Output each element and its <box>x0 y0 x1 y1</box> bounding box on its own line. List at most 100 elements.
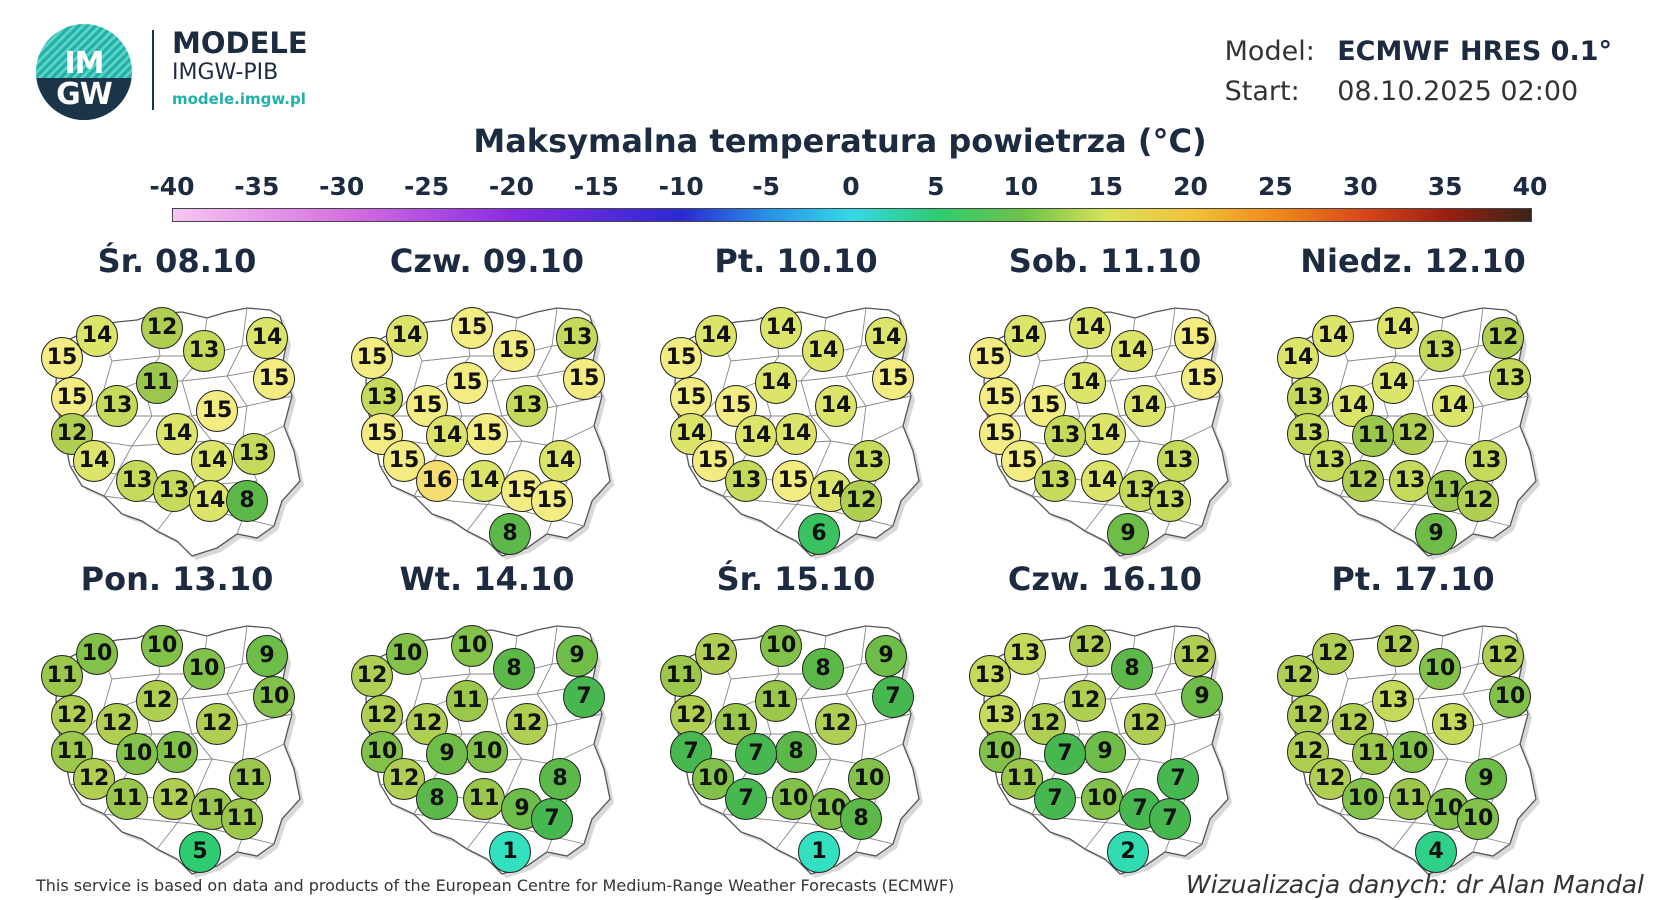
model-info: Model: ECMWF HRES 0.1° Start: 08.10.2025… <box>1225 32 1612 112</box>
day-panel: Śr. 15.10 11 12 10 9 8 7 11 12 11 7 12 8 10 7 7 10 10 10 8 1 <box>660 560 931 878</box>
temperature-bubble: 14 <box>865 317 907 359</box>
temperature-bubble: 9 <box>865 635 907 677</box>
region-border <box>682 743 904 765</box>
temperature-bubble: 13 <box>361 377 403 419</box>
temperature-bubble: 13 <box>96 385 138 427</box>
temperature-bubble: 11 <box>715 703 757 745</box>
region-border <box>63 743 285 765</box>
temperature-bubble: 12 <box>1312 633 1354 675</box>
brand-title: MODELE <box>172 26 308 60</box>
region-border <box>991 743 1213 765</box>
temperature-bubble: 11 <box>660 655 702 697</box>
temperature-bubble: 9 <box>246 635 288 677</box>
day-panel: Pon. 13.10 11 10 10 9 10 10 12 12 12 11 12 10 12 10 11 1… <box>41 560 312 878</box>
temperature-bubble: 2 <box>1107 831 1149 873</box>
temperature-bubble: 10 <box>760 625 802 667</box>
temperature-bubble: 12 <box>1482 317 1524 359</box>
temperature-bubble: 15 <box>1174 317 1216 359</box>
temperature-bubble: 14 <box>1432 385 1474 427</box>
temperature-bubble: 7 <box>725 778 767 820</box>
temperature-bubble: 11 <box>463 778 505 820</box>
footer-credit: This service is based on data and produc… <box>36 876 955 895</box>
brand-url[interactable]: modele.imgw.pl <box>172 90 306 108</box>
region-border <box>373 743 595 765</box>
temperature-bubble: 5 <box>179 831 221 873</box>
temperature-bubble: 14 <box>191 440 233 482</box>
temperature-bubble: 12 <box>1064 680 1106 722</box>
temperature-bubble: 14 <box>815 385 857 427</box>
temperature-bubble: 10 <box>466 731 508 773</box>
temperature-bubble: 15 <box>351 337 393 379</box>
temperature-bubble: 13 <box>233 433 275 475</box>
temperature-bubble: 14 <box>1111 330 1153 372</box>
temperature-bubble: 15 <box>466 413 508 455</box>
footer-author: Wizualizacja danych: dr Alan Mandal <box>1185 870 1644 899</box>
temperature-bubble: 15 <box>493 330 535 372</box>
temperature-bubble: 14 <box>1069 307 1111 349</box>
temperature-bubble: 13 <box>1149 480 1191 522</box>
temperature-bubble: 7 <box>1157 758 1199 800</box>
temperature-bubble: 15 <box>451 307 493 349</box>
temperature-bubble: 10 <box>183 648 225 690</box>
temperature-bubble: 14 <box>76 315 118 357</box>
temperature-bubble: 15 <box>383 440 425 482</box>
temperature-bubble: 9 <box>1084 731 1126 773</box>
temperature-bubble: 12 <box>351 655 393 697</box>
temperature-bubble: 12 <box>1392 413 1434 455</box>
temperature-bubble: 9 <box>1415 513 1457 555</box>
start-row: Start: 08.10.2025 02:00 <box>1225 72 1612 112</box>
region-border <box>682 425 904 447</box>
logo-text-top: IM <box>64 46 104 81</box>
temperature-bubble: 15 <box>563 358 605 400</box>
day-panel: Śr. 08.10 15 14 12 14 13 15 11 15 13 15 12 14 14 14 13 1… <box>41 242 312 560</box>
logo-divider <box>152 30 154 110</box>
temperature-bubble: 13 <box>725 460 767 502</box>
temperature-bubble: 12 <box>153 778 195 820</box>
temperature-bubble: 15 <box>715 385 757 427</box>
temperature-bubble: 12 <box>1332 703 1374 745</box>
temperature-bubble: 10 <box>253 676 295 718</box>
temperature-bubble: 15 <box>1001 440 1043 482</box>
temperature-bubble: 10 <box>76 633 118 675</box>
temperature-bubble: 10 <box>1342 778 1384 820</box>
temperature-bubble: 9 <box>1107 513 1149 555</box>
temperature-bubble: 7 <box>1044 733 1086 775</box>
temperature-bubble: 14 <box>73 440 115 482</box>
temperature-bubble: 8 <box>802 648 844 690</box>
model-value: ECMWF HRES 0.1° <box>1337 36 1612 67</box>
temperature-bubble: 12 <box>51 695 93 737</box>
temperature-bubble: 11 <box>106 778 148 820</box>
temperature-bubble: 11 <box>1352 733 1394 775</box>
temperature-bubble: 9 <box>556 635 598 677</box>
temperature-bubble: 6 <box>798 513 840 555</box>
color-scale-ticks: -40 -35 -30 -25 -20 -15 -10 -5 0 5 10 15 20 25 30 35 40 <box>0 172 1680 202</box>
temperature-bubble: 1 <box>798 831 840 873</box>
temperature-bubble: 14 <box>1372 362 1414 404</box>
temperature-bubble: 12 <box>695 633 737 675</box>
scale-tick-label: 40 <box>1512 172 1548 201</box>
temperature-bubble: 10 <box>451 625 493 667</box>
region-border <box>720 683 902 715</box>
temperature-bubble: 14 <box>426 415 468 457</box>
scale-tick-label: -40 <box>149 172 195 201</box>
region-border <box>1337 683 1519 715</box>
scale-tick-label: 30 <box>1342 172 1378 201</box>
temperature-bubble: 10 <box>772 778 814 820</box>
temperature-bubble: 12 <box>141 307 183 349</box>
temperature-bubble: 7 <box>563 676 605 718</box>
region-border <box>101 365 283 397</box>
region-border <box>1029 365 1211 397</box>
temperature-bubble: 14 <box>735 415 777 457</box>
temperature-bubble: 10 <box>116 733 158 775</box>
temperature-bubble: 15 <box>979 413 1021 455</box>
scale-tick-label: 25 <box>1257 172 1293 201</box>
temperature-bubble: 12 <box>1457 480 1499 522</box>
day-title: Niedz. 12.10 <box>1300 242 1526 280</box>
temperature-bubble: 12 <box>196 703 238 745</box>
day-panel: Niedz. 12.10 14 14 14 12 13 13 14 13 14 13 14 12 13 11… <box>1277 242 1548 560</box>
temperature-bubble: 12 <box>1174 635 1216 677</box>
temperature-bubble: 12 <box>815 703 857 745</box>
temperature-bubble: 15 <box>692 440 734 482</box>
temperature-bubble: 15 <box>41 337 83 379</box>
temperature-bubble: 13 <box>183 330 225 372</box>
